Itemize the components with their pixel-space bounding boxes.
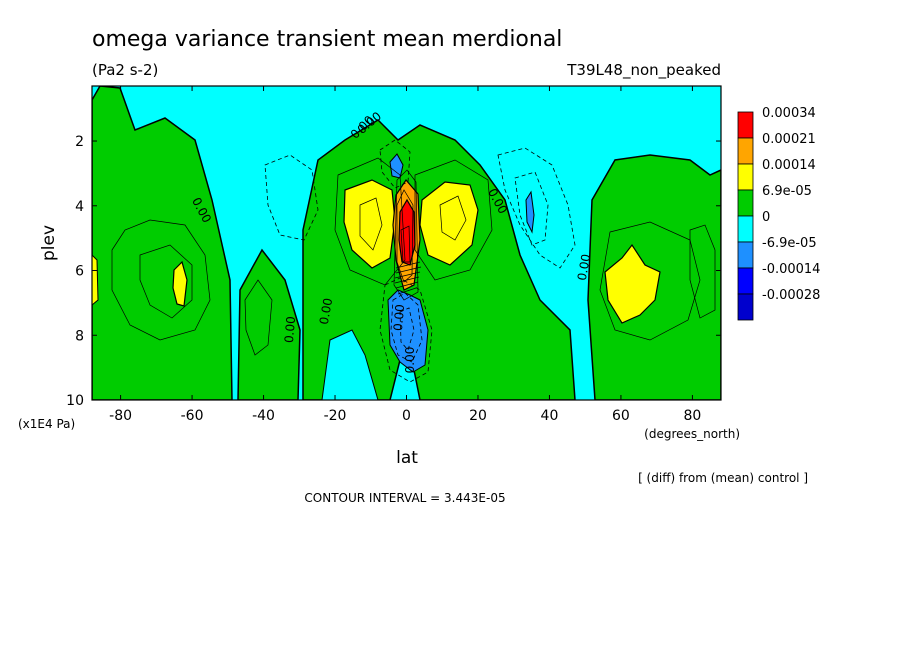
plot-area xyxy=(92,86,721,400)
legend-swatch xyxy=(737,215,754,243)
contour-labels: 0.000.000.000.000.000.000.000.000.00 xyxy=(189,109,593,373)
yellow-region-nh-spot xyxy=(604,243,661,324)
legend-label: 6.9e-05 xyxy=(762,184,812,199)
green-region-sh-polar xyxy=(92,86,233,400)
contour-label: 0.00 xyxy=(391,304,407,332)
legend-swatch xyxy=(737,241,754,269)
contour-label: 0.00 xyxy=(403,347,417,374)
legend-swatch xyxy=(737,163,754,191)
y-axis-unit-label: (x1E4 Pa) xyxy=(18,417,75,431)
contour-label: 0.00 xyxy=(282,316,298,344)
y-tick-label: 6 xyxy=(75,264,84,280)
x-tick-label: -40 xyxy=(252,408,275,424)
x-axis: -80 -60 -40 -20 0 20 40 60 80 xyxy=(109,86,701,424)
y-tick-label: 10 xyxy=(66,393,84,409)
y-tick-label: 4 xyxy=(75,199,84,215)
dashed-contours xyxy=(264,139,576,383)
legend-swatch xyxy=(737,189,754,217)
contour-label: 0.00 xyxy=(317,297,335,326)
yellow-region-left-tropic xyxy=(343,179,396,269)
units-label: (Pa2 s-2) xyxy=(92,61,158,79)
legend-swatch xyxy=(737,137,754,165)
legend-label: 0.00014 xyxy=(762,158,816,173)
legend-swatch xyxy=(737,293,754,321)
legend-label: -0.00014 xyxy=(762,262,820,277)
legend-label: 0.00034 xyxy=(762,106,816,121)
legend-swatch xyxy=(737,111,754,139)
y-tick-label: 8 xyxy=(75,328,84,344)
x-tick-label: -60 xyxy=(181,408,204,424)
x-tick-label: 80 xyxy=(683,408,701,424)
y-tick-label: 2 xyxy=(75,134,84,150)
blue-region-nh-streak xyxy=(525,190,535,234)
cyan-pocket-sh xyxy=(321,329,379,400)
yellow-region-sh-edge xyxy=(92,254,99,306)
yellow-region-sh-spot xyxy=(172,260,188,307)
contour-label: 0.00 xyxy=(575,253,593,282)
blue-region-lower-core xyxy=(387,289,429,373)
yellow-region-right-tropic xyxy=(419,181,479,266)
legend-label: 0.00021 xyxy=(762,132,816,147)
legend-swatch xyxy=(737,267,754,295)
y-axis: 2 4 6 8 10 xyxy=(66,134,721,409)
x-tick-label: -80 xyxy=(109,408,132,424)
run-label: T39L48_non_peaked xyxy=(566,61,721,80)
x-axis-label: lat xyxy=(396,448,418,468)
chart-title: omega variance transient mean merdional xyxy=(92,27,562,52)
legend-label: -0.00028 xyxy=(762,288,820,303)
color-legend: 0.00034 0.00021 0.00014 6.9e-05 0 -6.9e-05 -0.… xyxy=(737,106,820,321)
diff-annotation: [ (diff) from (mean) control ] xyxy=(638,471,808,485)
blue-region-upper-core xyxy=(389,153,404,179)
y-axis-label: plev xyxy=(39,225,59,261)
core-contour-stack xyxy=(394,261,422,295)
legend-label: -6.9e-05 xyxy=(762,236,817,251)
x-tick-label: 0 xyxy=(402,408,411,424)
contour-lines xyxy=(111,157,716,356)
x-tick-label: 20 xyxy=(469,408,487,424)
legend-label: 0 xyxy=(762,210,770,225)
x-tick-label: -20 xyxy=(324,408,347,424)
x-tick-label: 40 xyxy=(541,408,559,424)
x-tick-label: 60 xyxy=(612,408,630,424)
contour-interval-text: CONTOUR INTERVAL = 3.443E-05 xyxy=(304,491,505,505)
x-axis-unit-label: (degrees_north) xyxy=(644,427,740,441)
